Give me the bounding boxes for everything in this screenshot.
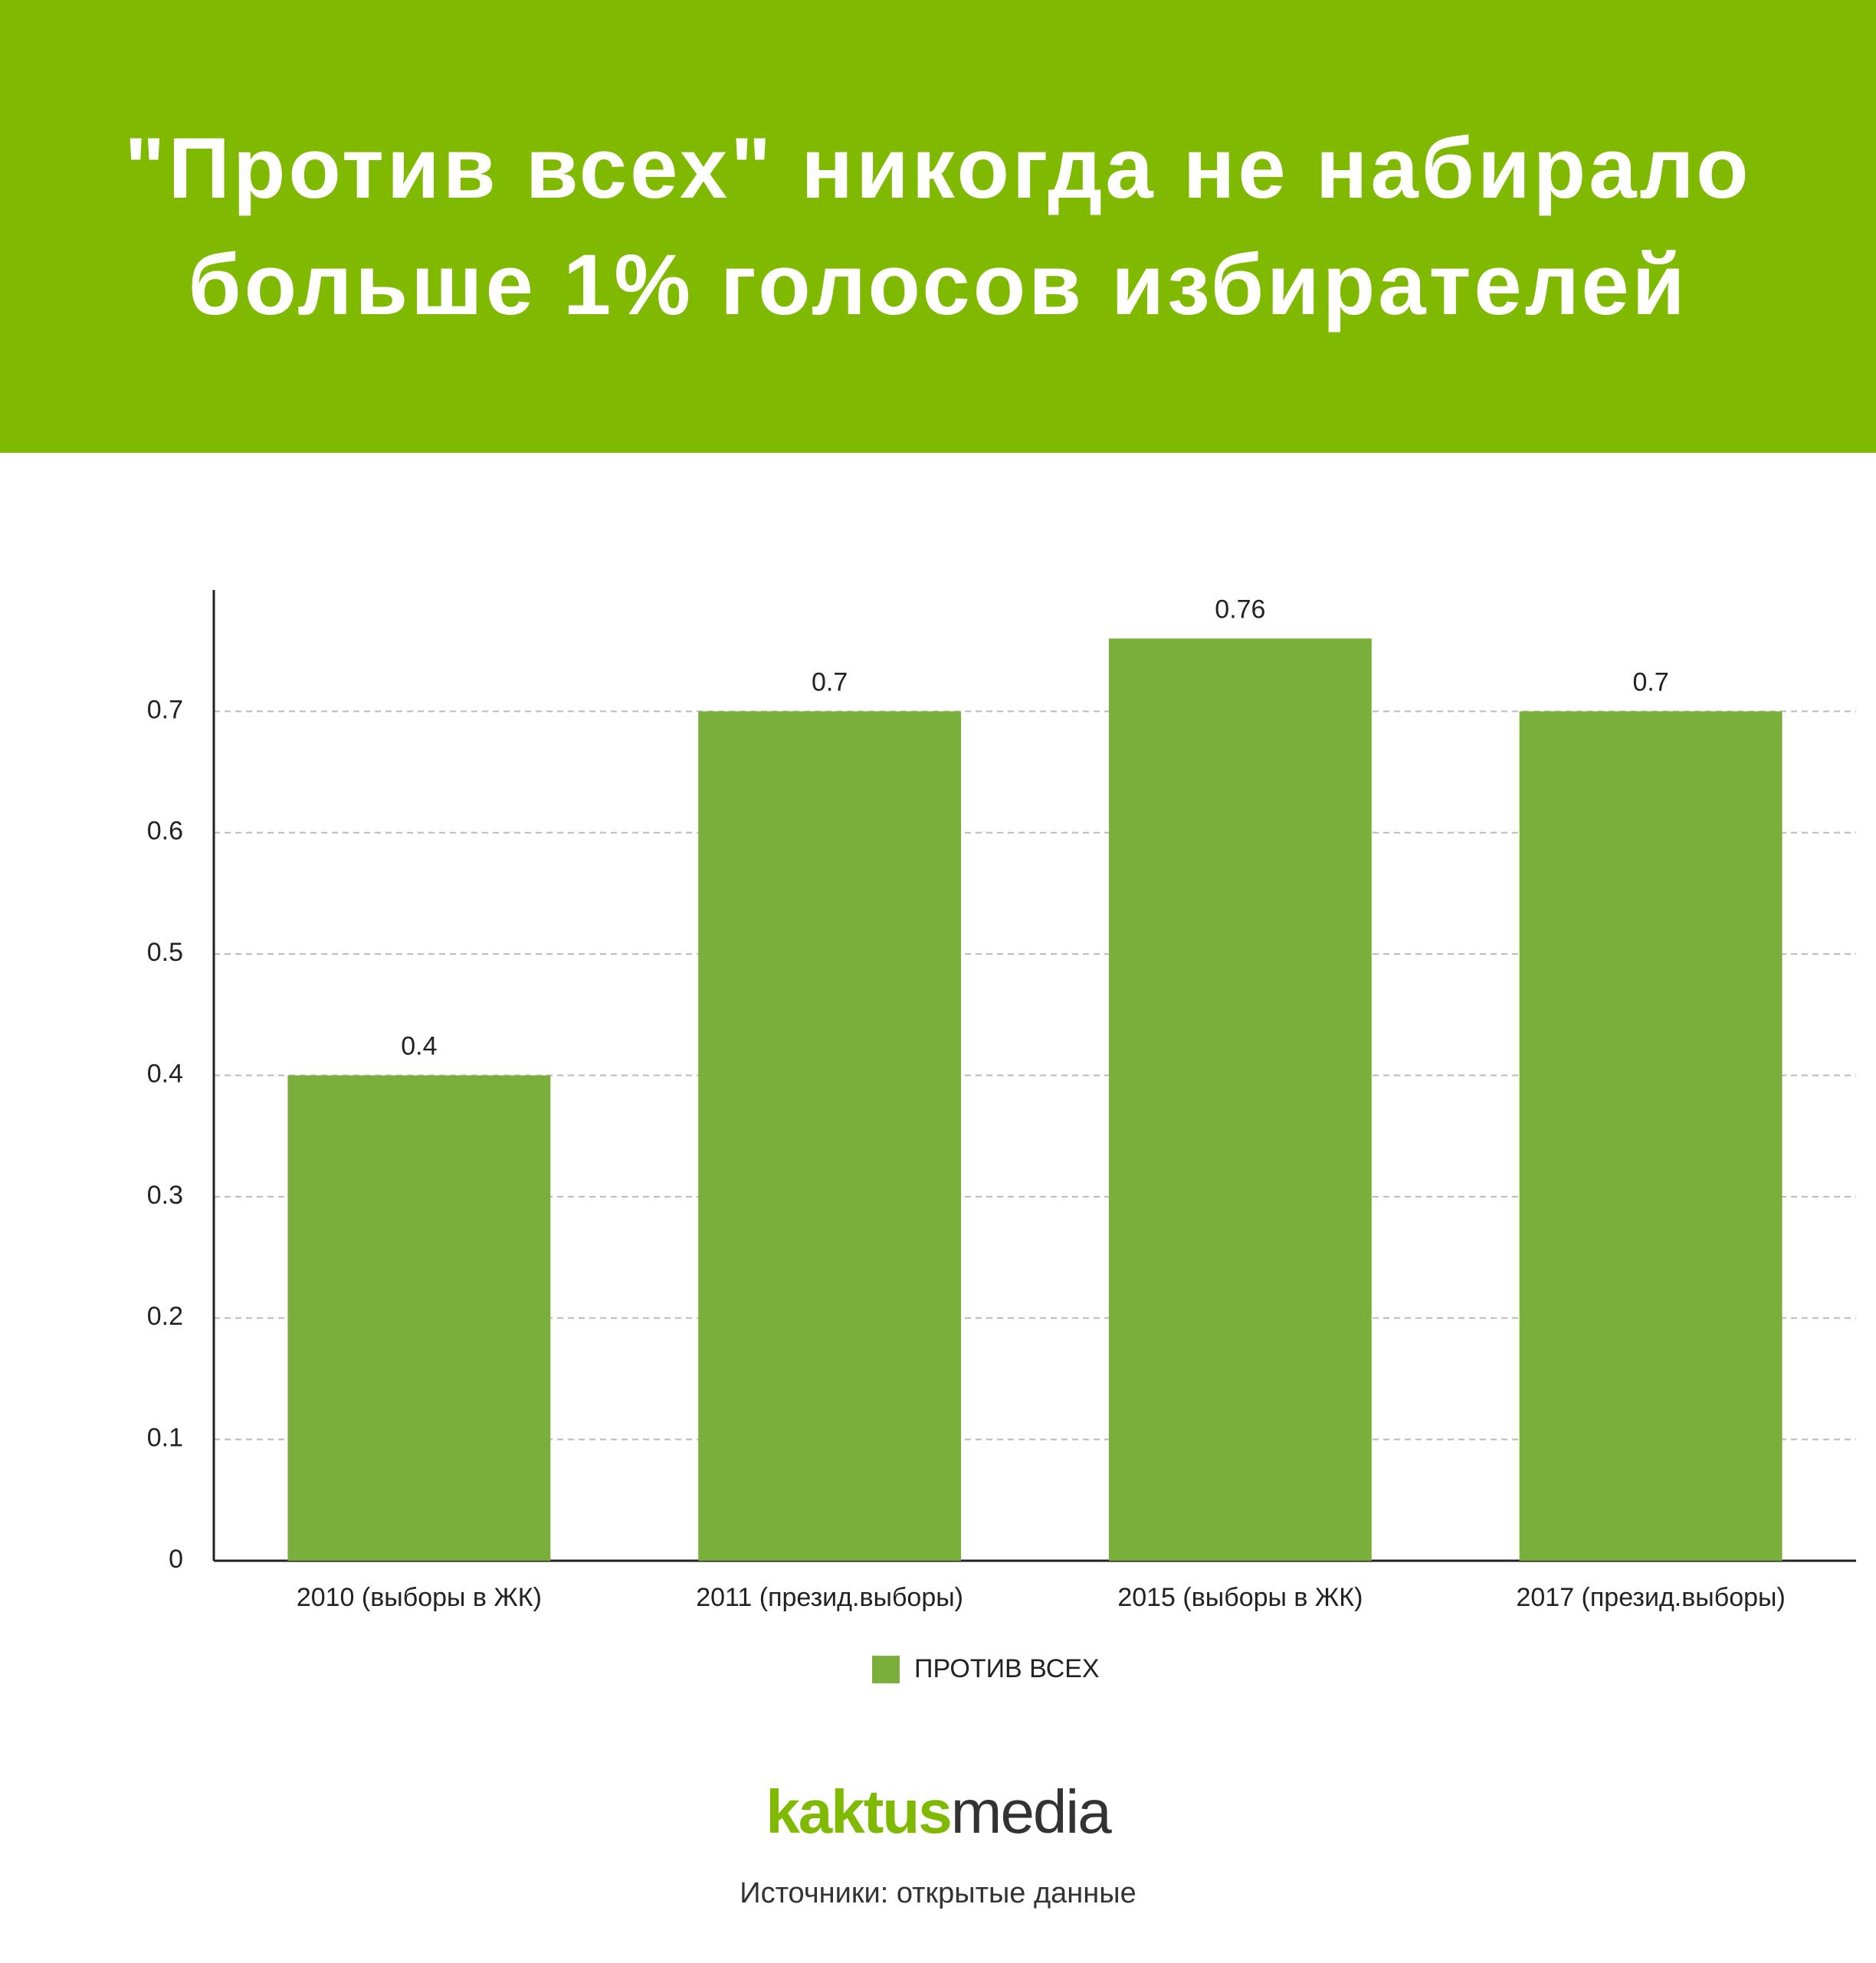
bar	[1108, 638, 1372, 1561]
header: "Против всех" никогда не набирало больше…	[0, 0, 1876, 453]
x-tick-label: 2015 (выборы в ЖК)	[1117, 1583, 1363, 1612]
y-tick-label: 0.4	[147, 1059, 183, 1088]
bar	[698, 711, 962, 1561]
data-label: 0.4	[401, 1031, 437, 1060]
chart-title: "Против всех" никогда не набирало больше…	[124, 120, 1752, 333]
x-tick-label: 2011 (презид.выборы)	[696, 1583, 963, 1612]
x-tick-label: 2017 (презид.выборы)	[1516, 1583, 1785, 1612]
data-label: 0.7	[812, 667, 848, 696]
y-tick-label: 0.2	[147, 1302, 183, 1331]
legend-swatch	[872, 1656, 900, 1683]
bar	[287, 1075, 551, 1561]
y-tick-label: 0.5	[147, 938, 183, 967]
bar	[1519, 711, 1783, 1561]
y-tick-label: 0	[169, 1545, 183, 1574]
x-tick-label: 2010 (выборы в ЖК)	[297, 1583, 542, 1612]
y-tick-label: 0.7	[147, 695, 183, 724]
legend-label: ПРОТИВ ВСЕХ	[914, 1654, 1100, 1683]
y-tick-label: 0.3	[147, 1181, 183, 1210]
y-tick-label: 0.6	[147, 817, 183, 846]
source: Источники: открытые данные	[740, 1877, 1136, 1909]
data-label: 0.7	[1632, 667, 1668, 696]
logo: kaktusmedia	[766, 1778, 1112, 1846]
y-tick-label: 0.1	[147, 1424, 183, 1453]
data-label: 0.76	[1215, 595, 1265, 624]
logo-first: kaktus	[766, 1778, 950, 1846]
logo-second: media	[951, 1778, 1112, 1846]
